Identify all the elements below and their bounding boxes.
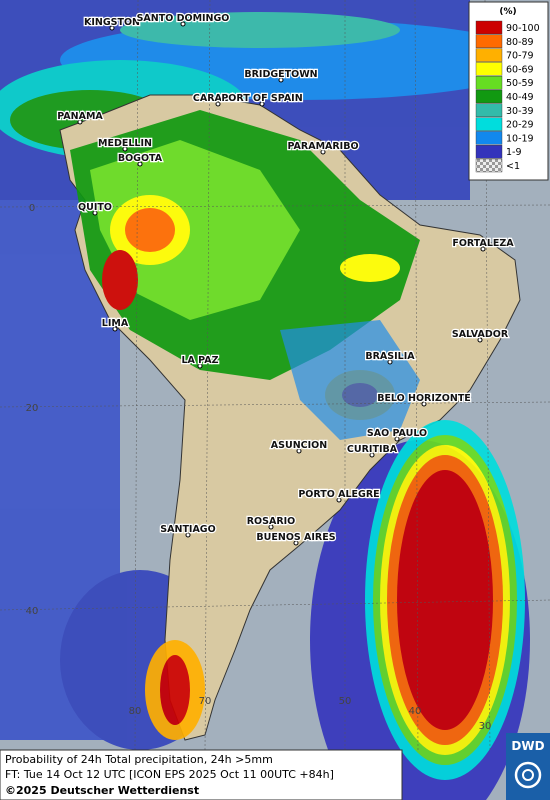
- legend-label: 90-100: [506, 23, 540, 34]
- latitude-label: 40: [26, 606, 39, 617]
- city-label: SANTIAGO: [160, 524, 215, 535]
- precip-overlay: [70, 110, 525, 780]
- city-label: PANAMA: [57, 111, 103, 122]
- city-label: BRASILIA: [365, 351, 415, 362]
- city-marker: [215, 101, 221, 107]
- legend-label: 70-79: [506, 51, 534, 62]
- city-label: BUENOS AIRES: [256, 532, 335, 543]
- legend-swatch: [475, 62, 503, 76]
- caption-line: Probability of 24h Total precipitation, …: [5, 753, 273, 766]
- legend-swatch: [475, 89, 503, 104]
- city-label: BELO HORIZONTE: [377, 393, 471, 404]
- legend-swatch: [475, 34, 503, 48]
- legend-label: 80-89: [506, 37, 534, 48]
- city-label: QUITO: [78, 202, 112, 213]
- longitude-label: 80: [129, 706, 142, 717]
- city-marker: [259, 101, 265, 107]
- city-label: MEDELLIN: [98, 138, 152, 149]
- legend-label: 30-39: [506, 106, 534, 117]
- city-marker: [268, 524, 274, 530]
- city-marker: [320, 149, 326, 155]
- latitude-label: 20: [26, 403, 39, 414]
- city-marker: [112, 326, 118, 332]
- city-marker: [122, 146, 128, 152]
- legend: (%) 90-100 80-89 70-79 60-69 50-59 40-49 30-39…: [468, 1, 549, 181]
- city-label: ASUNCION: [271, 440, 327, 451]
- city-label: BRIDGETOWN: [244, 69, 317, 80]
- city-marker: [369, 452, 375, 458]
- caption: Probability of 24h Total precipitation, …: [0, 749, 403, 800]
- city-label: SANTO DOMINGO: [137, 13, 230, 24]
- legend-label: 1-9: [506, 147, 522, 158]
- city-marker: [387, 359, 393, 365]
- copyright: ©2025 Deutscher Wetterdienst: [5, 784, 199, 797]
- city-marker: [92, 210, 98, 216]
- legend-label: 50-59: [506, 78, 534, 89]
- city-marker: [421, 401, 427, 407]
- legend-label: 10-19: [506, 133, 534, 144]
- legend-swatch: [475, 158, 503, 173]
- city-label: PORTO ALEGRE: [298, 489, 379, 500]
- longitude-label: 40: [409, 706, 422, 717]
- city-marker: [180, 21, 186, 27]
- city-marker: [336, 497, 342, 503]
- legend-swatch: [475, 75, 503, 90]
- city-marker: [137, 161, 143, 167]
- legend-swatch: [475, 144, 503, 159]
- legend-title: (%): [499, 7, 516, 17]
- city-marker: [296, 448, 302, 454]
- legend-swatch: [475, 48, 503, 62]
- longitude-label: 70: [199, 696, 212, 707]
- city-label: PARAMARIBO: [287, 141, 358, 152]
- city-label: CURITIBA: [347, 444, 398, 455]
- city-label: CARACAS: [193, 93, 243, 104]
- legend-label: 20-29: [506, 120, 534, 131]
- city-label: LIMA: [102, 318, 129, 329]
- city-label: LA PAZ: [181, 355, 218, 366]
- city-marker: [480, 246, 486, 252]
- city-marker: [109, 25, 115, 31]
- city-marker: [394, 436, 400, 442]
- city-label: PORT OF SPAIN: [221, 93, 302, 104]
- city-marker: [185, 532, 191, 538]
- city-marker: [477, 337, 483, 343]
- latitude-label: 0: [29, 203, 35, 214]
- legend-swatch: [475, 20, 503, 35]
- city-marker: [293, 540, 299, 546]
- legend-swatch: [475, 117, 503, 131]
- city-marker: [278, 77, 284, 83]
- legend-label: 40-49: [506, 92, 534, 103]
- caption-line: FT: Tue 14 Oct 12 UTC [ICON EPS 2025 Oct…: [5, 768, 334, 781]
- city-label: ROSARIO: [247, 516, 296, 527]
- city-label: FORTALEZA: [452, 238, 514, 249]
- city-label: KINGSTON: [84, 17, 140, 28]
- logo-text: DWD: [511, 739, 544, 753]
- longitude-label: 50: [339, 696, 352, 707]
- city-marker: [197, 363, 203, 369]
- legend-label: <1: [506, 161, 520, 172]
- longitude-label: 30: [479, 721, 492, 732]
- logo: DWD: [506, 733, 550, 800]
- city-label: BOGOTA: [118, 153, 163, 164]
- city-marker: [77, 119, 83, 125]
- city-label: SALVADOR: [452, 329, 509, 340]
- city-label: SAO PAULO: [367, 428, 427, 439]
- legend-label: 60-69: [506, 64, 534, 75]
- legend-swatch: [475, 131, 503, 145]
- legend-swatch: [475, 103, 503, 118]
